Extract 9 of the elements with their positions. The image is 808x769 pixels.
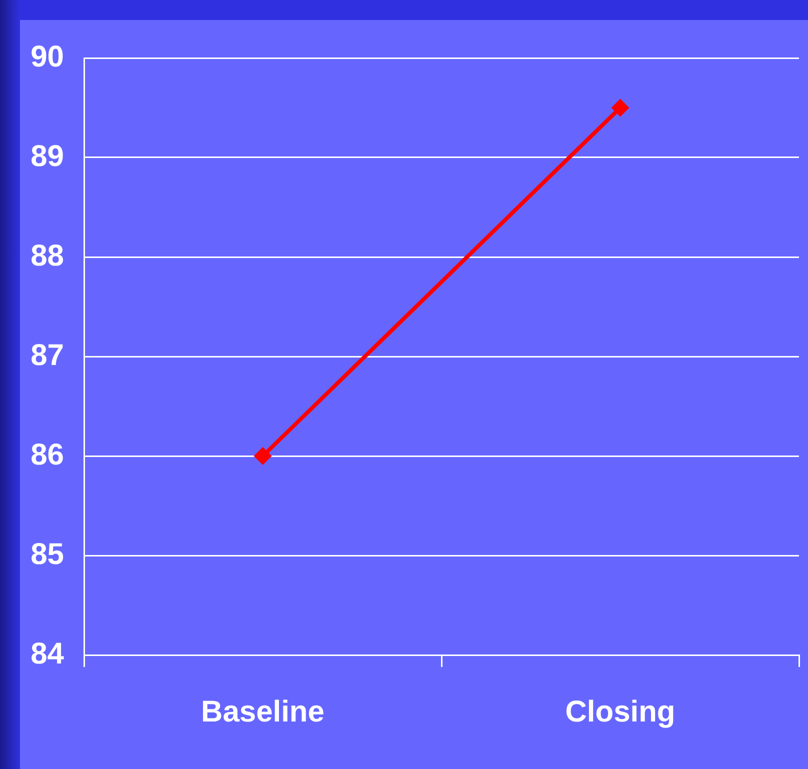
y-tick-label: 90 bbox=[30, 40, 64, 74]
y-tick-label: 85 bbox=[30, 538, 64, 571]
y-tick-label: 87 bbox=[30, 338, 64, 372]
x-tick-label: Baseline bbox=[201, 695, 324, 728]
y-tick-label: 84 bbox=[30, 637, 64, 670]
y-tick-label: 86 bbox=[30, 438, 64, 472]
y-tick-label: 88 bbox=[30, 239, 64, 272]
y-tick-label: 89 bbox=[30, 140, 64, 173]
x-tick-label: Closing bbox=[565, 695, 676, 728]
